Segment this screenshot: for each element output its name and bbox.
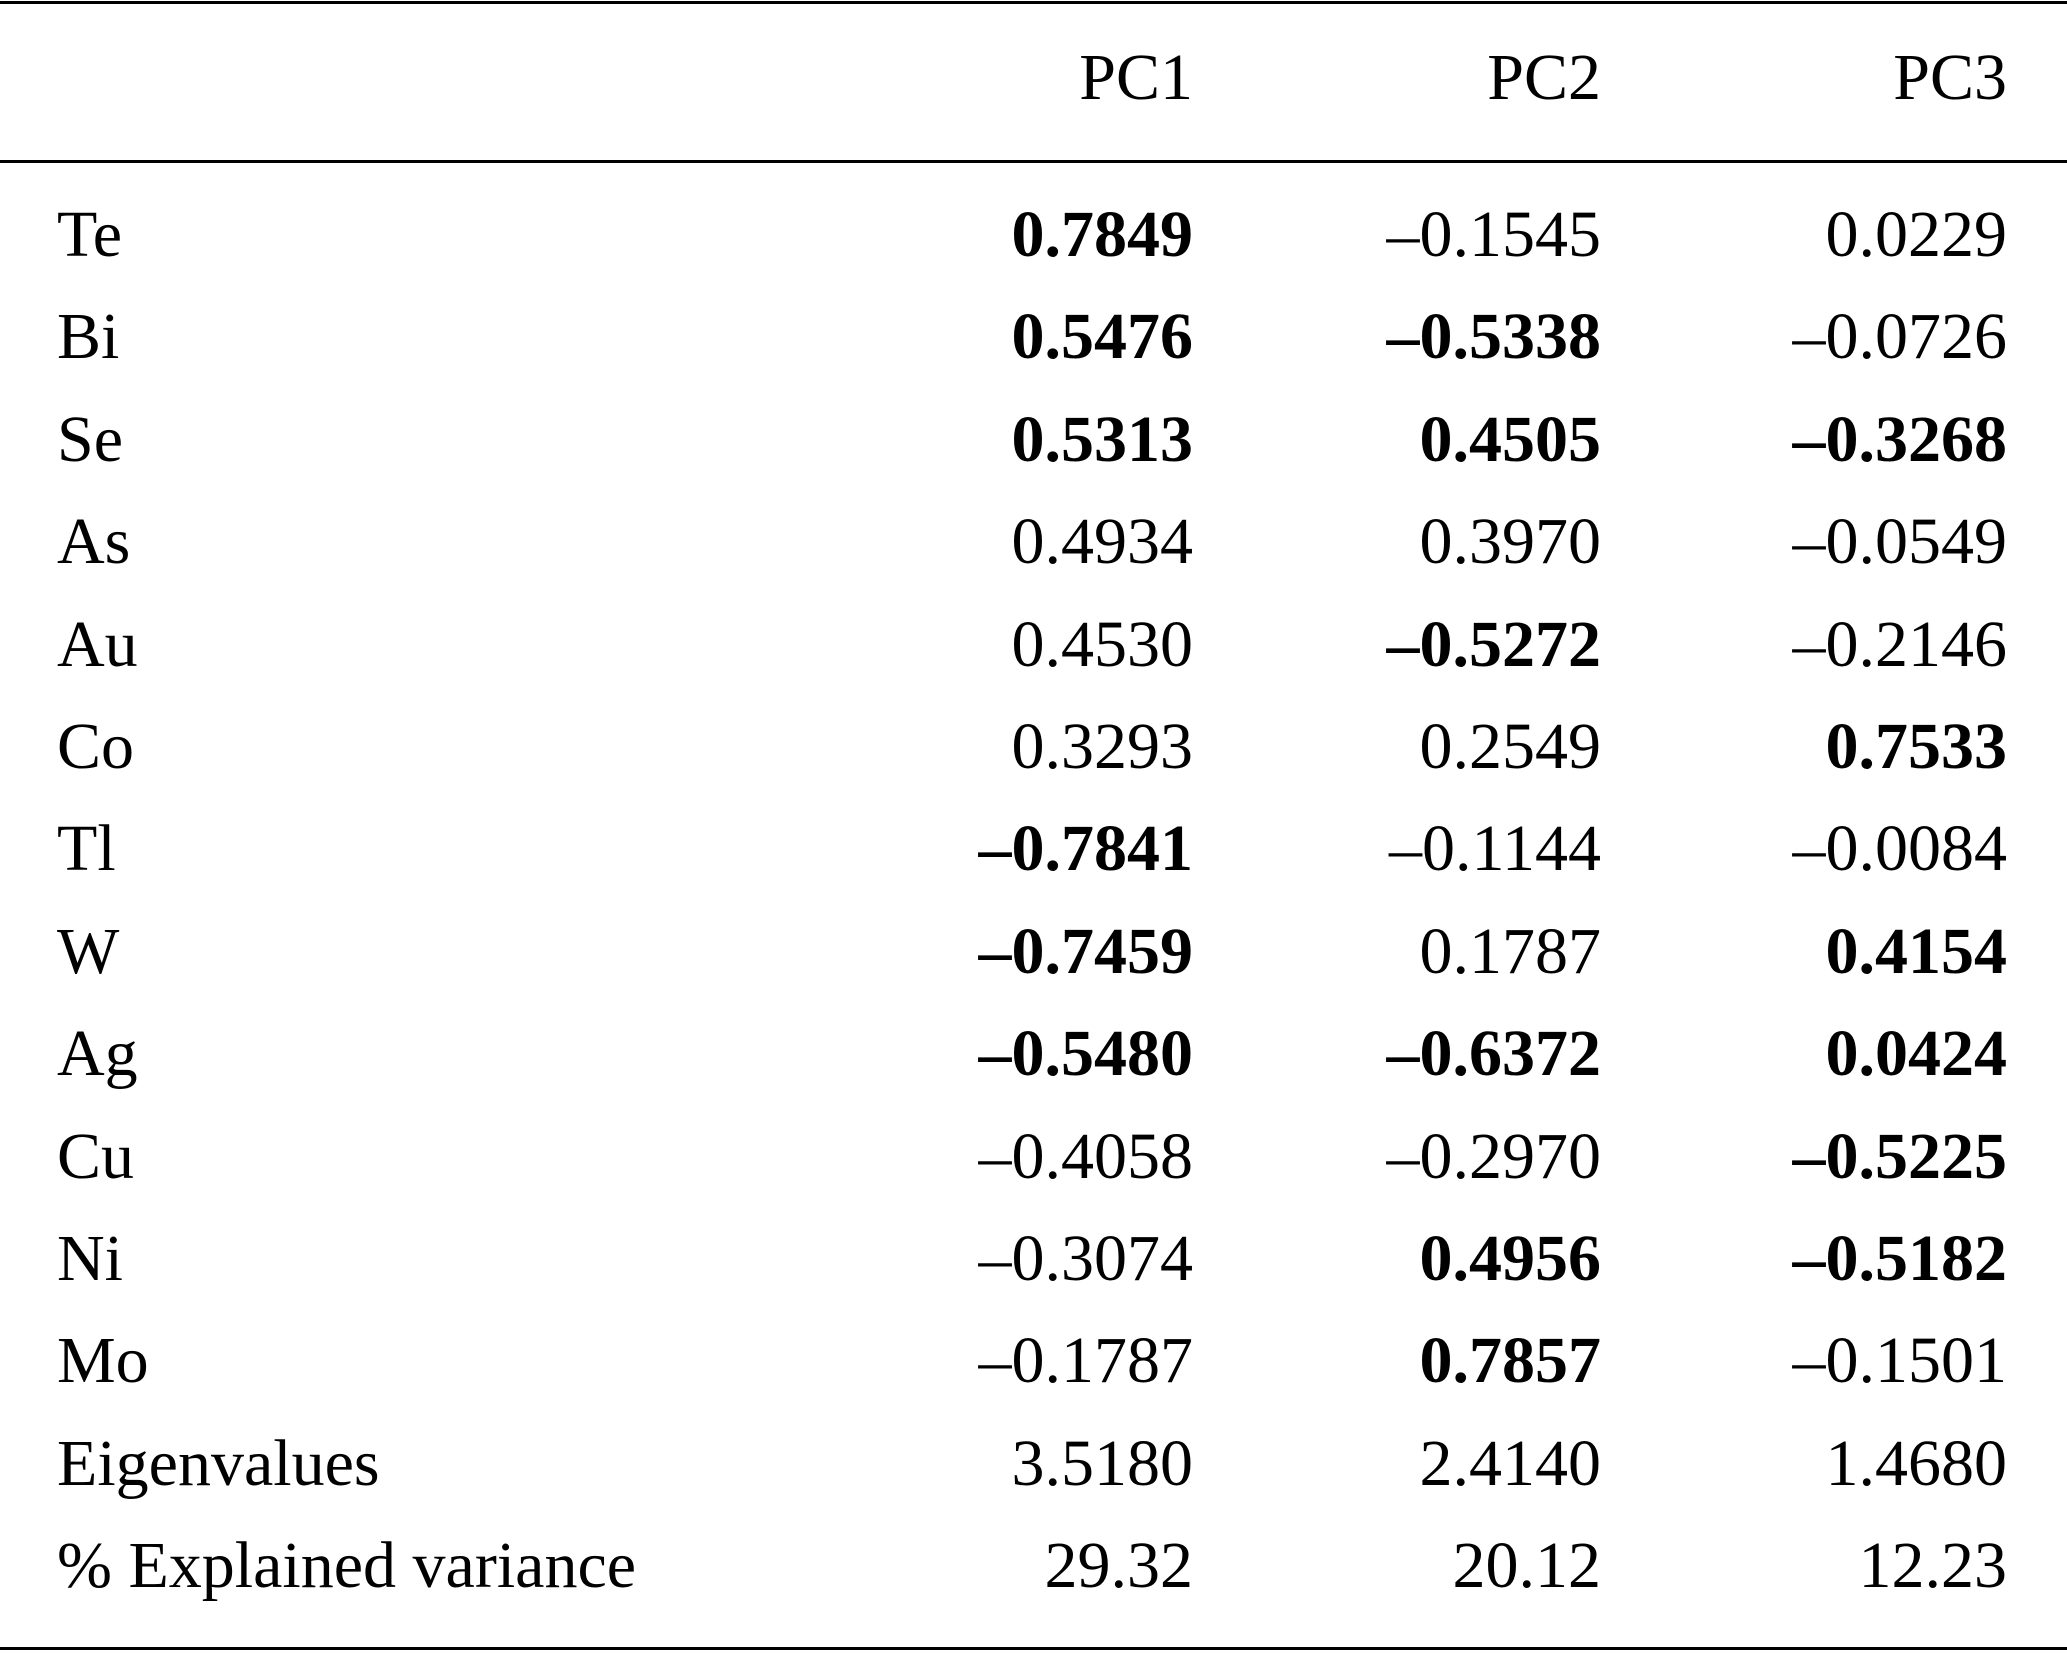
table-cell: 29.32: [1044, 1529, 1194, 1603]
table-cell: 0.0229: [1825, 198, 2008, 271]
table-cell: –0.1144: [1388, 812, 1601, 886]
table-cell: 0.5476: [1011, 300, 1194, 374]
header-rule: [0, 160, 2067, 163]
table-cell: 0.3970: [1419, 505, 1602, 579]
row-label: % Explained variance: [57, 1529, 637, 1603]
table-cell: –0.5480: [978, 1017, 1194, 1091]
row-label: W: [57, 914, 120, 988]
table-cell: 0.3293: [1011, 710, 1194, 783]
table-cell: –0.2146: [1792, 607, 2008, 681]
table-cell: –0.5272: [1386, 607, 1602, 681]
row-label: As: [57, 505, 131, 579]
column-header: PC3: [1893, 41, 2007, 114]
column-header: PC2: [1487, 41, 1601, 114]
table-cell: –0.3074: [978, 1222, 1194, 1295]
table-cell: 2.4140: [1419, 1426, 1602, 1500]
row-label: Ni: [57, 1222, 123, 1295]
table-cell: –0.5182: [1792, 1222, 2008, 1295]
column-header: PC1: [1079, 41, 1193, 114]
row-label: Se: [57, 402, 123, 476]
table-cell: –0.1787: [978, 1324, 1194, 1398]
table-cell: 0.0424: [1825, 1017, 2008, 1091]
table-cell: 0.7533: [1825, 710, 2008, 783]
table-cell: –0.1545: [1386, 198, 1602, 271]
row-label: Ag: [57, 1017, 138, 1091]
table-cell: 0.4530: [1011, 607, 1194, 681]
row-label: Bi: [57, 300, 120, 374]
table-cell: 0.7857: [1419, 1324, 1602, 1398]
table-cell: –0.0084: [1792, 812, 2008, 886]
table-cell: 1.4680: [1825, 1426, 2008, 1500]
bottom-rule: [0, 1647, 2067, 1650]
table-cell: 12.23: [1858, 1529, 2008, 1603]
row-label: Au: [57, 607, 138, 681]
row-label: Cu: [57, 1119, 135, 1193]
table-cell: 0.4934: [1011, 505, 1194, 579]
table-cell: –0.2970: [1386, 1119, 1602, 1193]
table-cell: –0.5225: [1792, 1119, 2008, 1193]
table-cell: –0.7841: [978, 812, 1194, 886]
table-cell: 0.4154: [1825, 914, 2008, 988]
table-cell: 3.5180: [1011, 1426, 1194, 1500]
table-cell: 0.2549: [1419, 710, 1602, 783]
table-cell: –0.4058: [978, 1119, 1194, 1193]
row-label: Te: [57, 198, 123, 271]
row-label: Co: [57, 710, 135, 783]
row-label: Mo: [57, 1324, 149, 1398]
row-label: Tl: [57, 812, 116, 886]
top-rule: [0, 1, 2067, 4]
table-cell: –0.7459: [978, 914, 1194, 988]
table-cell: –0.3268: [1792, 402, 2008, 476]
table-cell: –0.1501: [1792, 1324, 2008, 1398]
table-cell: 0.7849: [1011, 198, 1194, 271]
table-cell: 0.4505: [1419, 402, 1602, 476]
row-label: Eigenvalues: [57, 1426, 380, 1500]
table-cell: 20.12: [1452, 1529, 1602, 1603]
table-cell: –0.0726: [1792, 300, 2008, 374]
table-cell: –0.0549: [1792, 505, 2008, 579]
table-cell: 0.5313: [1011, 402, 1194, 476]
table-cell: –0.5338: [1386, 300, 1602, 374]
table-cell: –0.6372: [1386, 1017, 1602, 1091]
table-cell: 0.1787: [1419, 914, 1602, 988]
table-cell: 0.4956: [1419, 1222, 1602, 1295]
